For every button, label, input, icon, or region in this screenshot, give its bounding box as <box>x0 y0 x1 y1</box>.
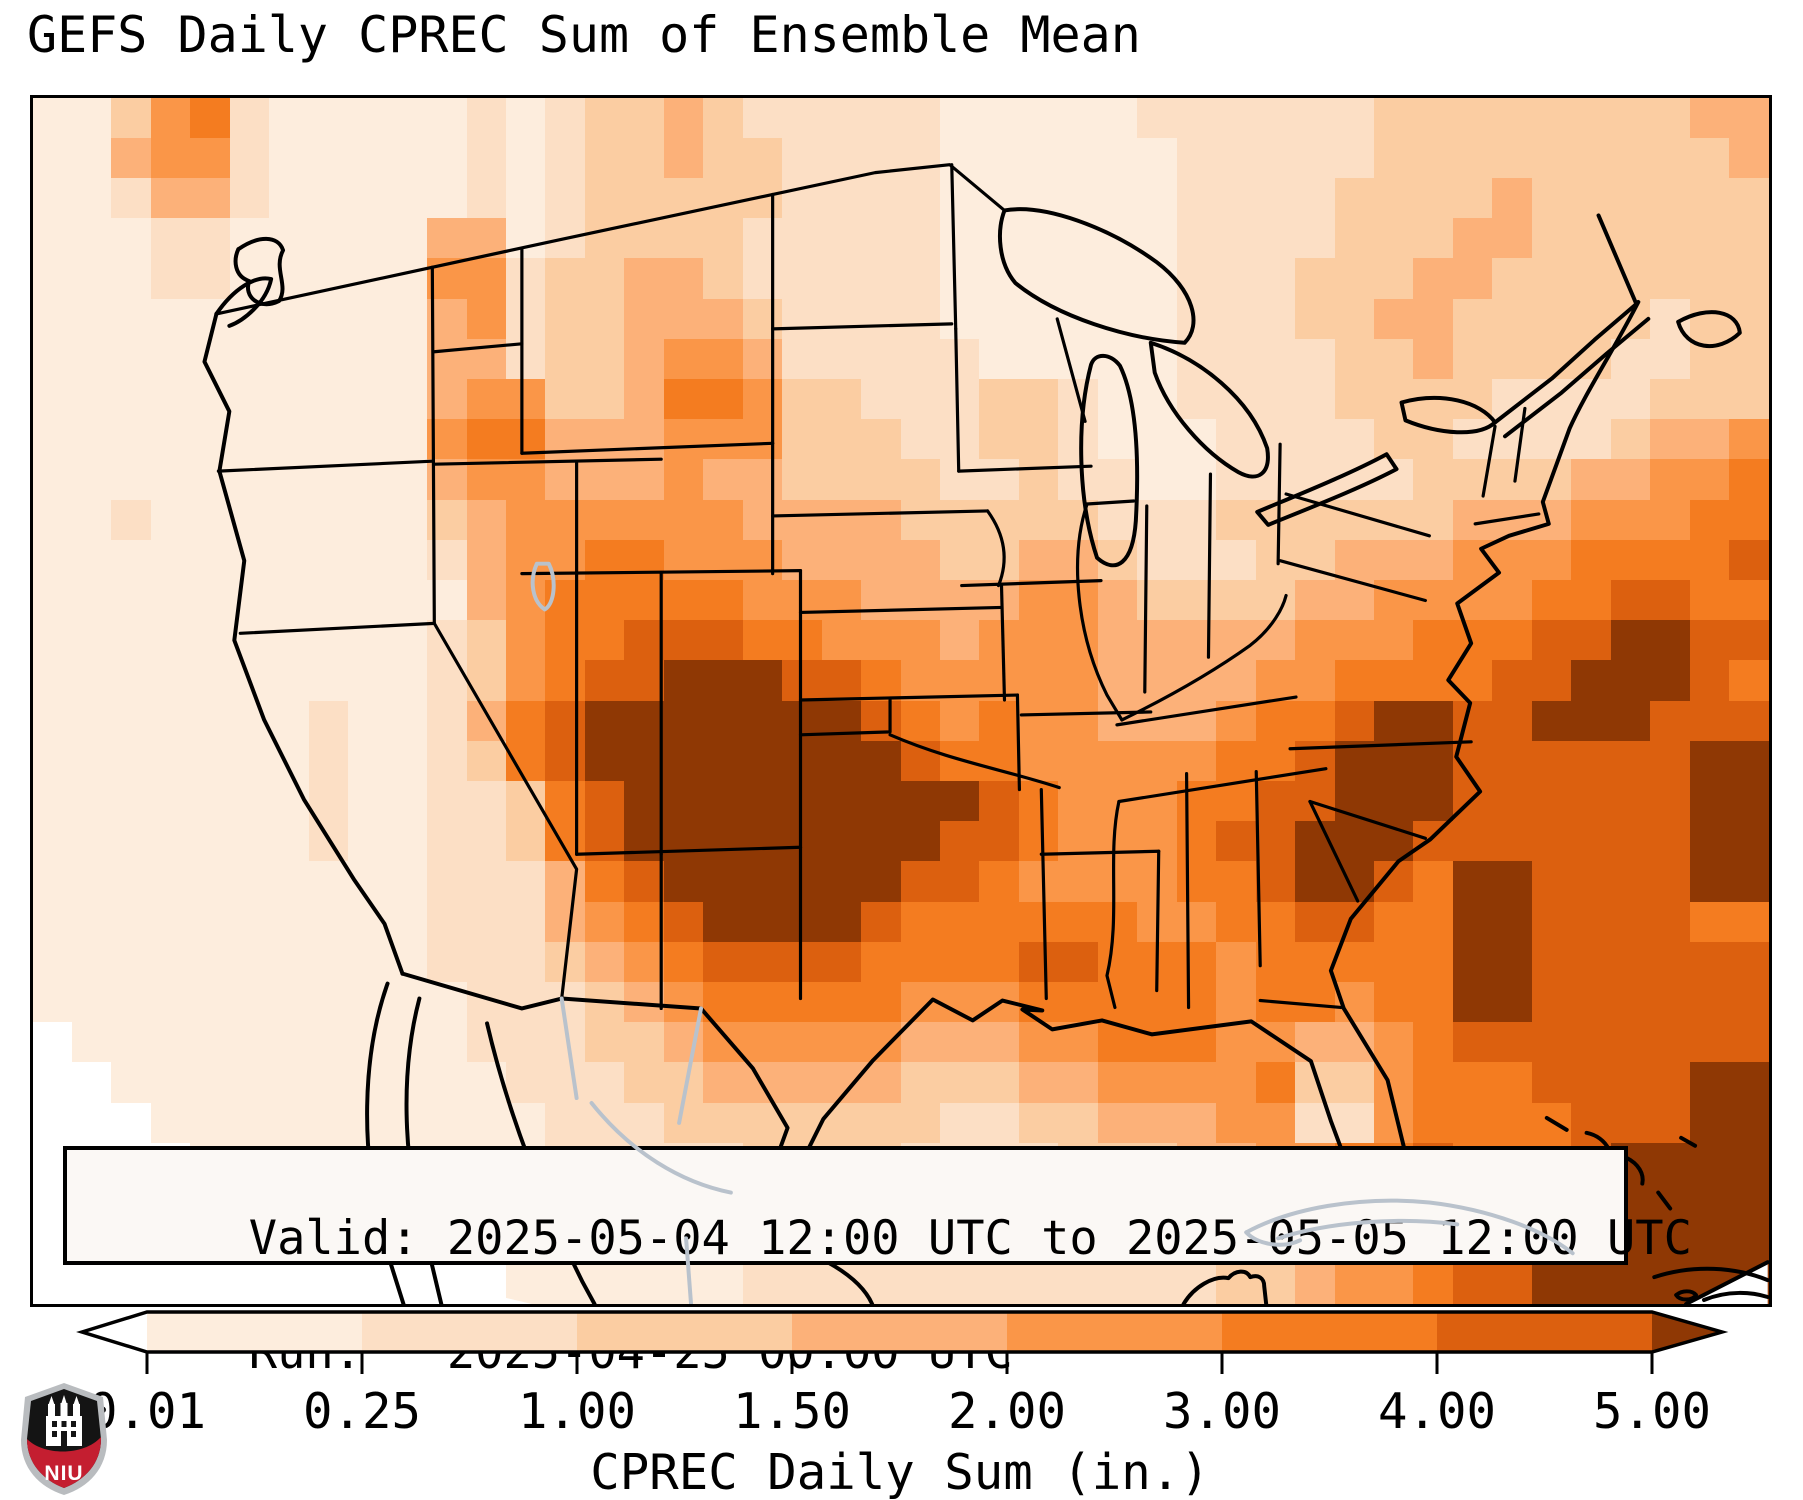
colorbar-tick-label: 0.25 <box>302 1383 422 1440</box>
colorbar-segment <box>577 1312 792 1352</box>
colorbar-segment <box>792 1312 1007 1352</box>
colorbar-tick-label: 0.01 <box>87 1383 207 1440</box>
colorbar-segment <box>1222 1312 1437 1352</box>
logo-red-band <box>27 1437 101 1488</box>
colorbar-tick-label: 1.00 <box>517 1383 637 1440</box>
colorbar-tick-labels: 0.01 0.25 1.00 1.50 2.00 3.00 4.00 5.00 <box>0 1383 1803 1443</box>
colorbar-over-arrow <box>1652 1312 1722 1352</box>
info-box: Valid: 2025-05-04 12:00 UTC to 2025-05-0… <box>63 1146 1692 1380</box>
colorbar-segment <box>362 1312 577 1352</box>
colorbar-ticks <box>145 1352 1654 1374</box>
castle-icon <box>46 1395 82 1446</box>
colorbar-axis-label: CPREC Daily Sum (in.) <box>590 1444 1210 1500</box>
figure-title: GEFS Daily CPREC Sum of Ensemble Mean <box>27 6 1141 64</box>
colorbar-tick-label: 4.00 <box>1377 1383 1497 1440</box>
map-frame: Valid: 2025-05-04 12:00 UTC to 2025-05-0… <box>30 95 1772 1380</box>
colorbar-under-arrow <box>82 1312 147 1352</box>
valid-time-text: Valid: 2025-05-04 12:00 UTC to 2025-05-0… <box>248 1211 1692 1266</box>
colorbar-tick-label: 2.00 <box>947 1383 1067 1440</box>
colorbar-tick-label: 3.00 <box>1162 1383 1282 1440</box>
precipitation-raster <box>33 98 1769 1304</box>
colorbar-segment <box>147 1312 362 1352</box>
colorbar-segment <box>1007 1312 1222 1352</box>
colorbar-segment <box>1437 1312 1652 1352</box>
colorbar-tick-label: 1.50 <box>732 1383 852 1440</box>
colorbar-tick-label: 5.00 <box>1592 1383 1712 1440</box>
colorbar-segments <box>147 1312 1652 1352</box>
colorbar <box>76 1310 1729 1374</box>
niu-logo: NIU <box>21 1383 107 1495</box>
logo-text: NIU <box>44 1462 83 1485</box>
